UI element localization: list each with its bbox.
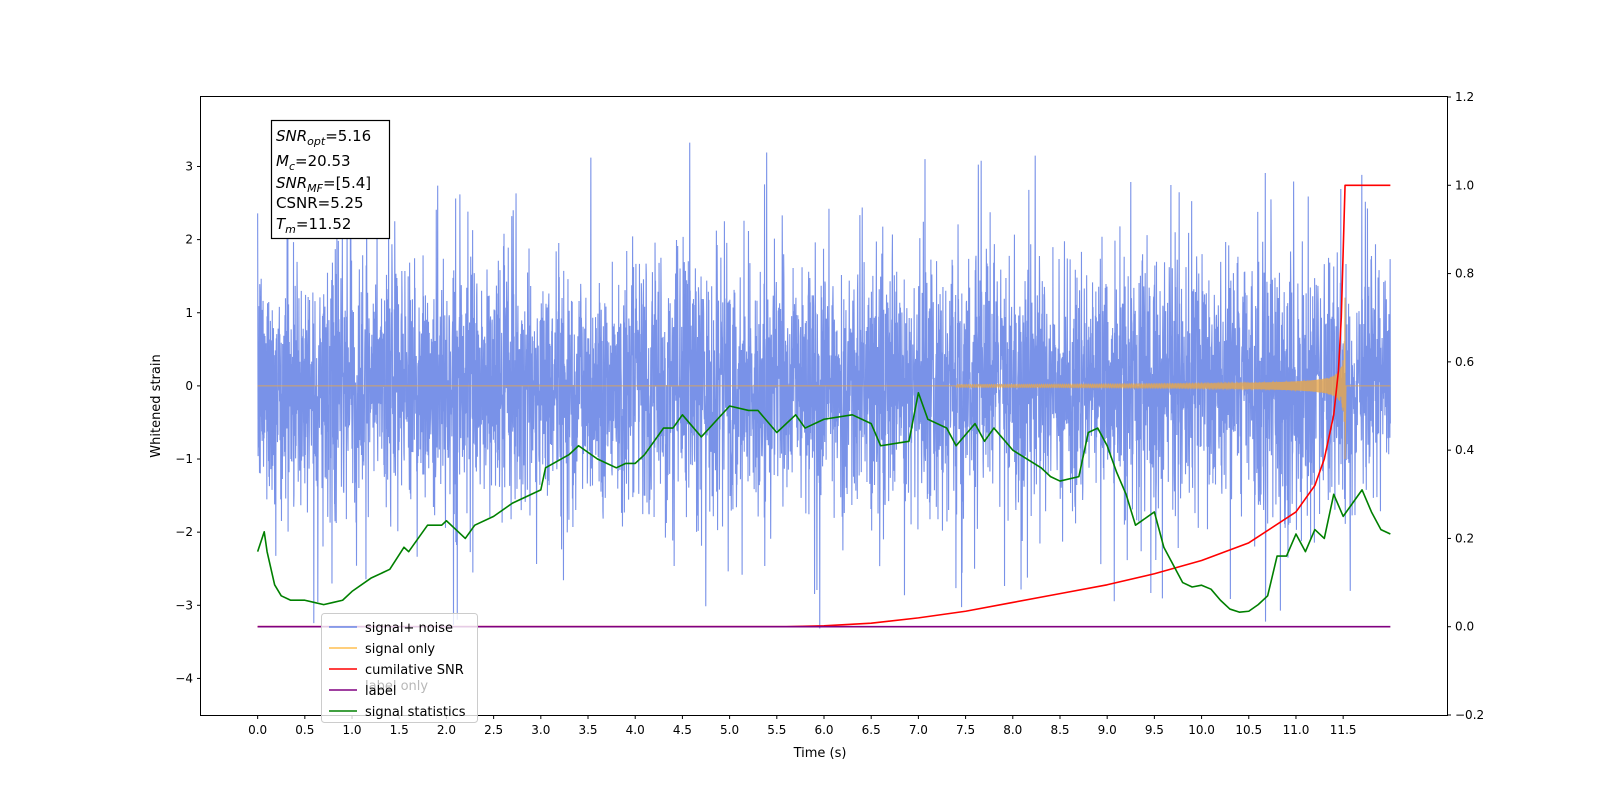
y2-tick-label: 0.6: [1455, 355, 1474, 369]
x-axis: 0.0 0.5 1.0 1.5 2.0 2.5 3.0 3.5 4.0 4.5 5.0 5.5 6.0 6…: [248, 715, 1357, 737]
info-box-frame: [270, 119, 391, 240]
legend-frame: [321, 613, 478, 723]
y-tick-label: 1: [185, 306, 193, 320]
info-csnr: CSNR=5.25: [276, 194, 364, 212]
series-cumulative-snr-line: [257, 184, 1391, 628]
y-axis-right: 1.2 1.0 0.8 0.6 0.4 0.2 0.0 −0.2: [1447, 90, 1484, 722]
y-tick-label: −1: [175, 452, 193, 466]
x-tick-label: 9.0: [1098, 723, 1117, 737]
x-tick-label: 11.0: [1283, 723, 1310, 737]
legend-label: label: [365, 684, 396, 699]
legend-label: signal only: [365, 642, 435, 657]
x-tick-label: 7.5: [956, 723, 975, 737]
x-tick-label: 8.0: [1003, 723, 1022, 737]
x-tick-label: 9.5: [1145, 723, 1164, 737]
x-tick-label: 10.0: [1188, 723, 1215, 737]
info-tm: Tm=11.52: [276, 215, 351, 236]
legend-label: signal statistics: [365, 705, 466, 720]
x-tick-label: 7.0: [909, 723, 928, 737]
info-snr-opt: SNRopt=5.16: [276, 127, 371, 148]
y-tick-label: −3: [175, 598, 193, 612]
info-box: SNRopt=5.16 Mc=20.53 SNRMF=[5.4] CSNR=5.…: [270, 119, 391, 240]
y2-tick-label: 1.2: [1455, 90, 1474, 104]
y-tick-label: 3: [185, 159, 193, 173]
x-tick-label: 6.5: [862, 723, 881, 737]
x-tick-label: 4.0: [626, 723, 645, 737]
info-mc: Mc=20.53: [276, 152, 351, 173]
series-signal-noise-line: [257, 142, 1391, 629]
x-tick-label: 3.0: [531, 723, 550, 737]
x-axis-label: Time (s): [793, 746, 847, 761]
x-tick-label: 0.5: [295, 723, 314, 737]
y2-tick-label: 0.8: [1455, 267, 1474, 281]
y-tick-label: −4: [175, 671, 193, 685]
x-tick-label: 2.5: [484, 723, 503, 737]
x-tick-label: 8.5: [1050, 723, 1069, 737]
x-tick-label: 1.0: [342, 723, 361, 737]
y2-tick-label: −0.2: [1455, 708, 1484, 722]
x-tick-label: 5.0: [720, 723, 739, 737]
x-tick-label: 11.5: [1330, 723, 1357, 737]
y-tick-label: −2: [175, 525, 193, 539]
legend-label: signal+ noise: [365, 621, 453, 636]
y-axis-left: 3 2 1 0 −1 −2 −3 −4: [175, 159, 201, 685]
x-tick-label: 4.5: [673, 723, 692, 737]
info-snr-mf: SNRMF=[5.4]: [276, 174, 371, 195]
y2-tick-label: 0.2: [1455, 531, 1474, 545]
x-tick-label: 0.0: [248, 723, 267, 737]
series-signal-statistics-line: [256, 391, 1391, 613]
y-axis-label: Whitened strain: [149, 354, 164, 457]
x-tick-label: 3.5: [578, 723, 597, 737]
y-tick-label: 2: [185, 233, 193, 247]
legend-label: cumilative SNR: [365, 663, 464, 678]
y2-tick-label: 0.0: [1455, 620, 1474, 634]
x-tick-label: 10.5: [1235, 723, 1262, 737]
y-tick-label: 0: [185, 379, 193, 393]
y2-tick-label: 1.0: [1455, 178, 1474, 192]
series-signal-only-line: [257, 297, 1391, 460]
legend-hidden-label: label only: [365, 679, 428, 694]
x-tick-label: 6.0: [814, 723, 833, 737]
x-tick-label: 1.5: [390, 723, 409, 737]
y2-tick-label: 0.4: [1455, 443, 1474, 457]
x-tick-label: 2.0: [437, 723, 456, 737]
x-tick-label: 5.5: [767, 723, 786, 737]
legend: label only signal+ noise signal only cumil…: [321, 613, 478, 723]
